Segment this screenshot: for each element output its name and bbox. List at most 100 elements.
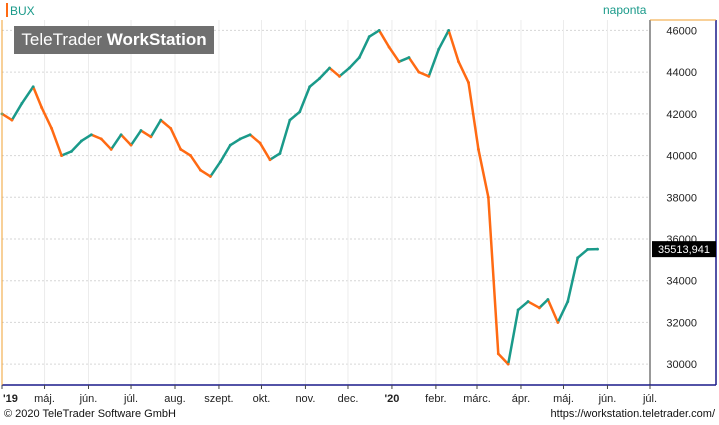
- price-point: [308, 85, 312, 89]
- price-segment: [457, 60, 470, 84]
- price-point: [189, 154, 192, 157]
- price-segment: [90, 133, 103, 141]
- price-segment: [328, 66, 341, 78]
- price-segment: [338, 66, 351, 78]
- price-segment: [407, 56, 421, 74]
- x-tick-label: dec.: [338, 393, 359, 405]
- price-segment: [487, 196, 500, 355]
- y-tick-label: 38000: [666, 192, 697, 204]
- price-segment: [40, 106, 53, 130]
- chart-symbol-label: BUX: [6, 3, 35, 18]
- price-point: [99, 137, 103, 141]
- price-point: [387, 45, 391, 49]
- price-point: [328, 66, 331, 70]
- price-segment: [119, 133, 133, 147]
- price-point: [179, 147, 183, 151]
- price-point: [417, 70, 421, 74]
- price-point: [169, 127, 173, 130]
- price-segment: [80, 133, 93, 143]
- price-segment: [0, 112, 14, 122]
- price-point: [526, 300, 530, 303]
- price-segment: [278, 118, 292, 155]
- price-segment: [538, 298, 550, 310]
- price-point: [486, 195, 490, 199]
- price-segment: [219, 143, 232, 164]
- price-point: [556, 321, 560, 324]
- price-segment: [50, 127, 63, 157]
- x-tick-label: '20: [385, 393, 400, 405]
- price-point: [538, 306, 541, 310]
- price-segment: [70, 139, 83, 153]
- price-series: [0, 29, 599, 366]
- price-point: [586, 248, 590, 251]
- price-point: [248, 133, 252, 137]
- x-tick-label: '19: [3, 393, 18, 405]
- price-point: [278, 152, 282, 155]
- x-tick-label: márc.: [463, 393, 491, 405]
- price-segment: [556, 300, 570, 324]
- price-point: [40, 106, 44, 109]
- x-tick-label: okt.: [253, 393, 271, 405]
- price-point: [129, 143, 133, 147]
- price-point: [10, 118, 14, 122]
- price-segment: [506, 308, 520, 366]
- last-price-label: 35513,941: [658, 244, 710, 256]
- price-point: [407, 56, 411, 59]
- price-point: [89, 133, 93, 137]
- price-segment: [526, 300, 541, 310]
- price-segment: [447, 29, 460, 63]
- price-segment: [100, 137, 113, 151]
- price-segment: [10, 102, 24, 122]
- x-tick-label: aug.: [164, 393, 185, 405]
- price-point: [60, 154, 63, 157]
- price-segment: [566, 256, 579, 303]
- price-segment: [477, 148, 490, 199]
- price-segment: [149, 118, 163, 139]
- x-tick-label: szept.: [204, 393, 233, 405]
- price-segment: [229, 137, 242, 147]
- price-segment: [60, 150, 73, 157]
- price-segment: [129, 129, 143, 147]
- price-segment: [159, 118, 172, 130]
- price-segment: [139, 129, 153, 139]
- price-point: [31, 85, 35, 89]
- y-tick-label: 46000: [666, 25, 697, 37]
- price-segment: [288, 110, 302, 122]
- chart-symbol: BUX: [10, 4, 35, 18]
- price-point: [258, 141, 262, 145]
- price-point: [109, 147, 113, 151]
- price-point: [437, 47, 441, 51]
- price-point: [467, 81, 470, 84]
- y-tick-label: 30000: [666, 359, 697, 371]
- brand-name-light: TeleTrader: [21, 30, 103, 49]
- price-segment: [308, 77, 321, 88]
- x-tick-label: ápr.: [512, 393, 530, 405]
- x-tick-label: jún.: [598, 393, 617, 405]
- price-segment: [348, 56, 361, 70]
- price-point: [506, 362, 510, 366]
- price-point: [228, 143, 232, 147]
- x-tick-label: júl.: [123, 393, 138, 405]
- price-segment: [179, 148, 192, 157]
- price-segment: [238, 133, 252, 141]
- price-point: [367, 35, 371, 39]
- y-tick-label: 44000: [666, 67, 697, 79]
- last-price-marker: 35513,941: [652, 241, 716, 258]
- price-segment: [417, 70, 431, 78]
- y-tick-label: 40000: [666, 151, 697, 163]
- price-segment: [387, 45, 401, 63]
- price-segment: [31, 85, 43, 109]
- price-point: [20, 102, 24, 105]
- y-tick-label: 42000: [666, 109, 697, 121]
- x-tick-label: nov.: [295, 393, 315, 405]
- price-segment: [209, 160, 222, 178]
- price-point: [427, 74, 431, 78]
- price-segment: [497, 352, 510, 366]
- price-segment: [397, 56, 411, 63]
- y-axis-tick-labels: 3000032000340003600038000400004200044000…: [666, 25, 697, 371]
- price-point: [218, 160, 222, 164]
- price-segment: [199, 168, 212, 178]
- price-segment: [268, 152, 282, 161]
- x-tick-label: febr.: [425, 393, 446, 405]
- price-segment: [467, 81, 480, 151]
